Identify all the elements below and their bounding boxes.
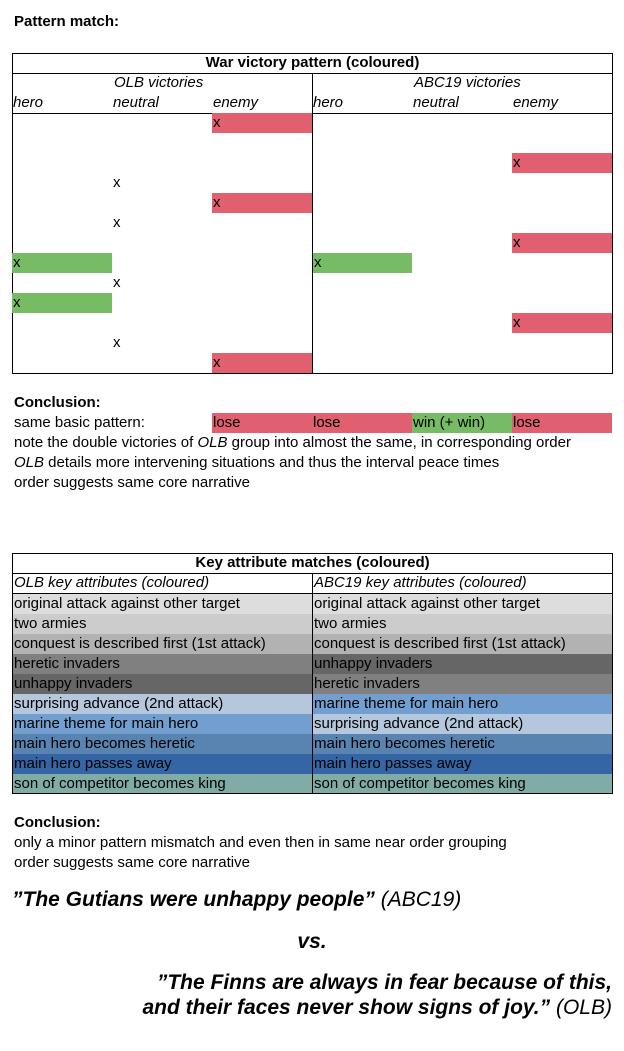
column-header-neutral: neutral xyxy=(113,94,159,111)
table-title: War victory pattern (coloured) xyxy=(205,54,420,71)
attribute-cell: original attack against other target xyxy=(313,594,612,614)
attribute-cell: two armies xyxy=(13,614,313,634)
pattern-cell: lose xyxy=(212,413,312,433)
victory-mark-hero: x xyxy=(313,253,412,273)
pattern-label: same basic pattern: xyxy=(14,414,145,431)
conclusion-line: OLB details more intervening situations … xyxy=(14,453,499,473)
quote-source: (ABC19) xyxy=(380,888,462,911)
attribute-cell: main hero passes away xyxy=(313,754,612,774)
attribute-cell: two armies xyxy=(313,614,612,634)
attribute-cell: surprising advance (2nd attack) xyxy=(313,714,612,734)
text-segment: note the double victories of xyxy=(14,434,198,451)
conclusion-title: Conclusion: xyxy=(14,814,101,831)
attribute-cell: son of competitor becomes king xyxy=(313,774,612,793)
quote-olb: ”The Finns are always in fear because of… xyxy=(142,970,612,1020)
victory-mark-neutral: x xyxy=(112,273,212,293)
attribute-cell: unhappy invaders xyxy=(313,654,612,674)
versus: vs. xyxy=(0,929,624,954)
victory-mark-enemy: x xyxy=(512,233,612,253)
text-segment: order suggests same core narrative xyxy=(14,474,250,491)
pattern-cell: lose xyxy=(512,413,612,433)
attribute-cell: conquest is described first (1st attack) xyxy=(313,634,612,654)
versus-text: vs. xyxy=(297,930,327,953)
victory-mark-hero: x xyxy=(12,253,112,273)
attribute-cell: main hero passes away xyxy=(13,754,313,774)
attribute-cell: heretic invaders xyxy=(13,654,313,674)
attribute-cell: surprising advance (2nd attack) xyxy=(13,694,313,714)
conclusion-line: order suggests same core narrative xyxy=(14,473,250,493)
quote-source: (OLB) xyxy=(555,996,612,1019)
divider xyxy=(312,573,313,793)
conclusion-line: only a minor pattern mismatch and even t… xyxy=(14,834,507,851)
text-segment: details more intervening situations and … xyxy=(44,454,500,471)
victory-mark-enemy: x xyxy=(212,193,312,213)
victory-mark-enemy: x xyxy=(212,353,312,373)
table-border xyxy=(12,53,613,374)
conclusion-line: note the double victories of OLB group i… xyxy=(14,433,571,453)
victory-mark-neutral: x xyxy=(112,213,212,233)
attribute-cell: unhappy invaders xyxy=(13,674,313,694)
conclusion-line: order suggests same core narrative xyxy=(14,854,250,871)
victory-mark-neutral: x xyxy=(112,333,212,353)
heading: Pattern match: xyxy=(14,13,120,30)
attribute-cell: marine theme for main hero xyxy=(13,714,313,734)
quote-text: ”The Gutians were unhappy people” xyxy=(12,888,375,911)
pattern-cell: lose xyxy=(312,413,412,433)
attribute-cell: main hero becomes heretic xyxy=(13,734,313,754)
column-header-enemy: enemy xyxy=(213,94,259,111)
attribute-cell: original attack against other target xyxy=(13,594,313,614)
attribute-cell: heretic invaders xyxy=(313,674,612,694)
conclusion-title: Conclusion: xyxy=(14,394,101,411)
attribute-cell: son of competitor becomes king xyxy=(13,774,313,793)
column-header-hero: hero xyxy=(313,94,344,111)
text-segment: OLB xyxy=(197,434,228,451)
column-header-hero: hero xyxy=(13,94,44,111)
group-label-olb: OLB victories xyxy=(114,74,204,91)
attribute-cell: marine theme for main hero xyxy=(313,694,612,714)
header-abc19: ABC19 key attributes (coloured) xyxy=(314,574,527,591)
attribute-cell: conquest is described first (1st attack) xyxy=(13,634,313,654)
victory-mark-enemy: x xyxy=(212,113,312,133)
divider xyxy=(312,73,313,373)
quote-abc19: ”The Gutians were unhappy people” (ABC19… xyxy=(12,887,461,912)
text-segment: OLB xyxy=(14,454,45,471)
header-olb: OLB key attributes (coloured) xyxy=(14,574,210,591)
victory-mark-enemy: x xyxy=(512,153,612,173)
quote-text: ”The Finns are always in fear because of… xyxy=(156,971,612,994)
table-border xyxy=(12,553,613,794)
pattern-cell: win (+ win) xyxy=(412,413,512,433)
quote-text: and their faces never show signs of joy.… xyxy=(142,996,551,1019)
victory-mark-enemy: x xyxy=(512,313,612,333)
victory-mark-neutral: x xyxy=(112,173,212,193)
column-header-neutral: neutral xyxy=(413,94,459,111)
column-header-enemy: enemy xyxy=(513,94,559,111)
table-title: Key attribute matches (coloured) xyxy=(195,554,430,571)
victory-mark-hero: x xyxy=(12,293,112,313)
text-segment: group into almost the same, in correspon… xyxy=(227,434,571,451)
attribute-cell: main hero becomes heretic xyxy=(313,734,612,754)
group-label-abc19: ABC19 victories xyxy=(414,74,521,91)
